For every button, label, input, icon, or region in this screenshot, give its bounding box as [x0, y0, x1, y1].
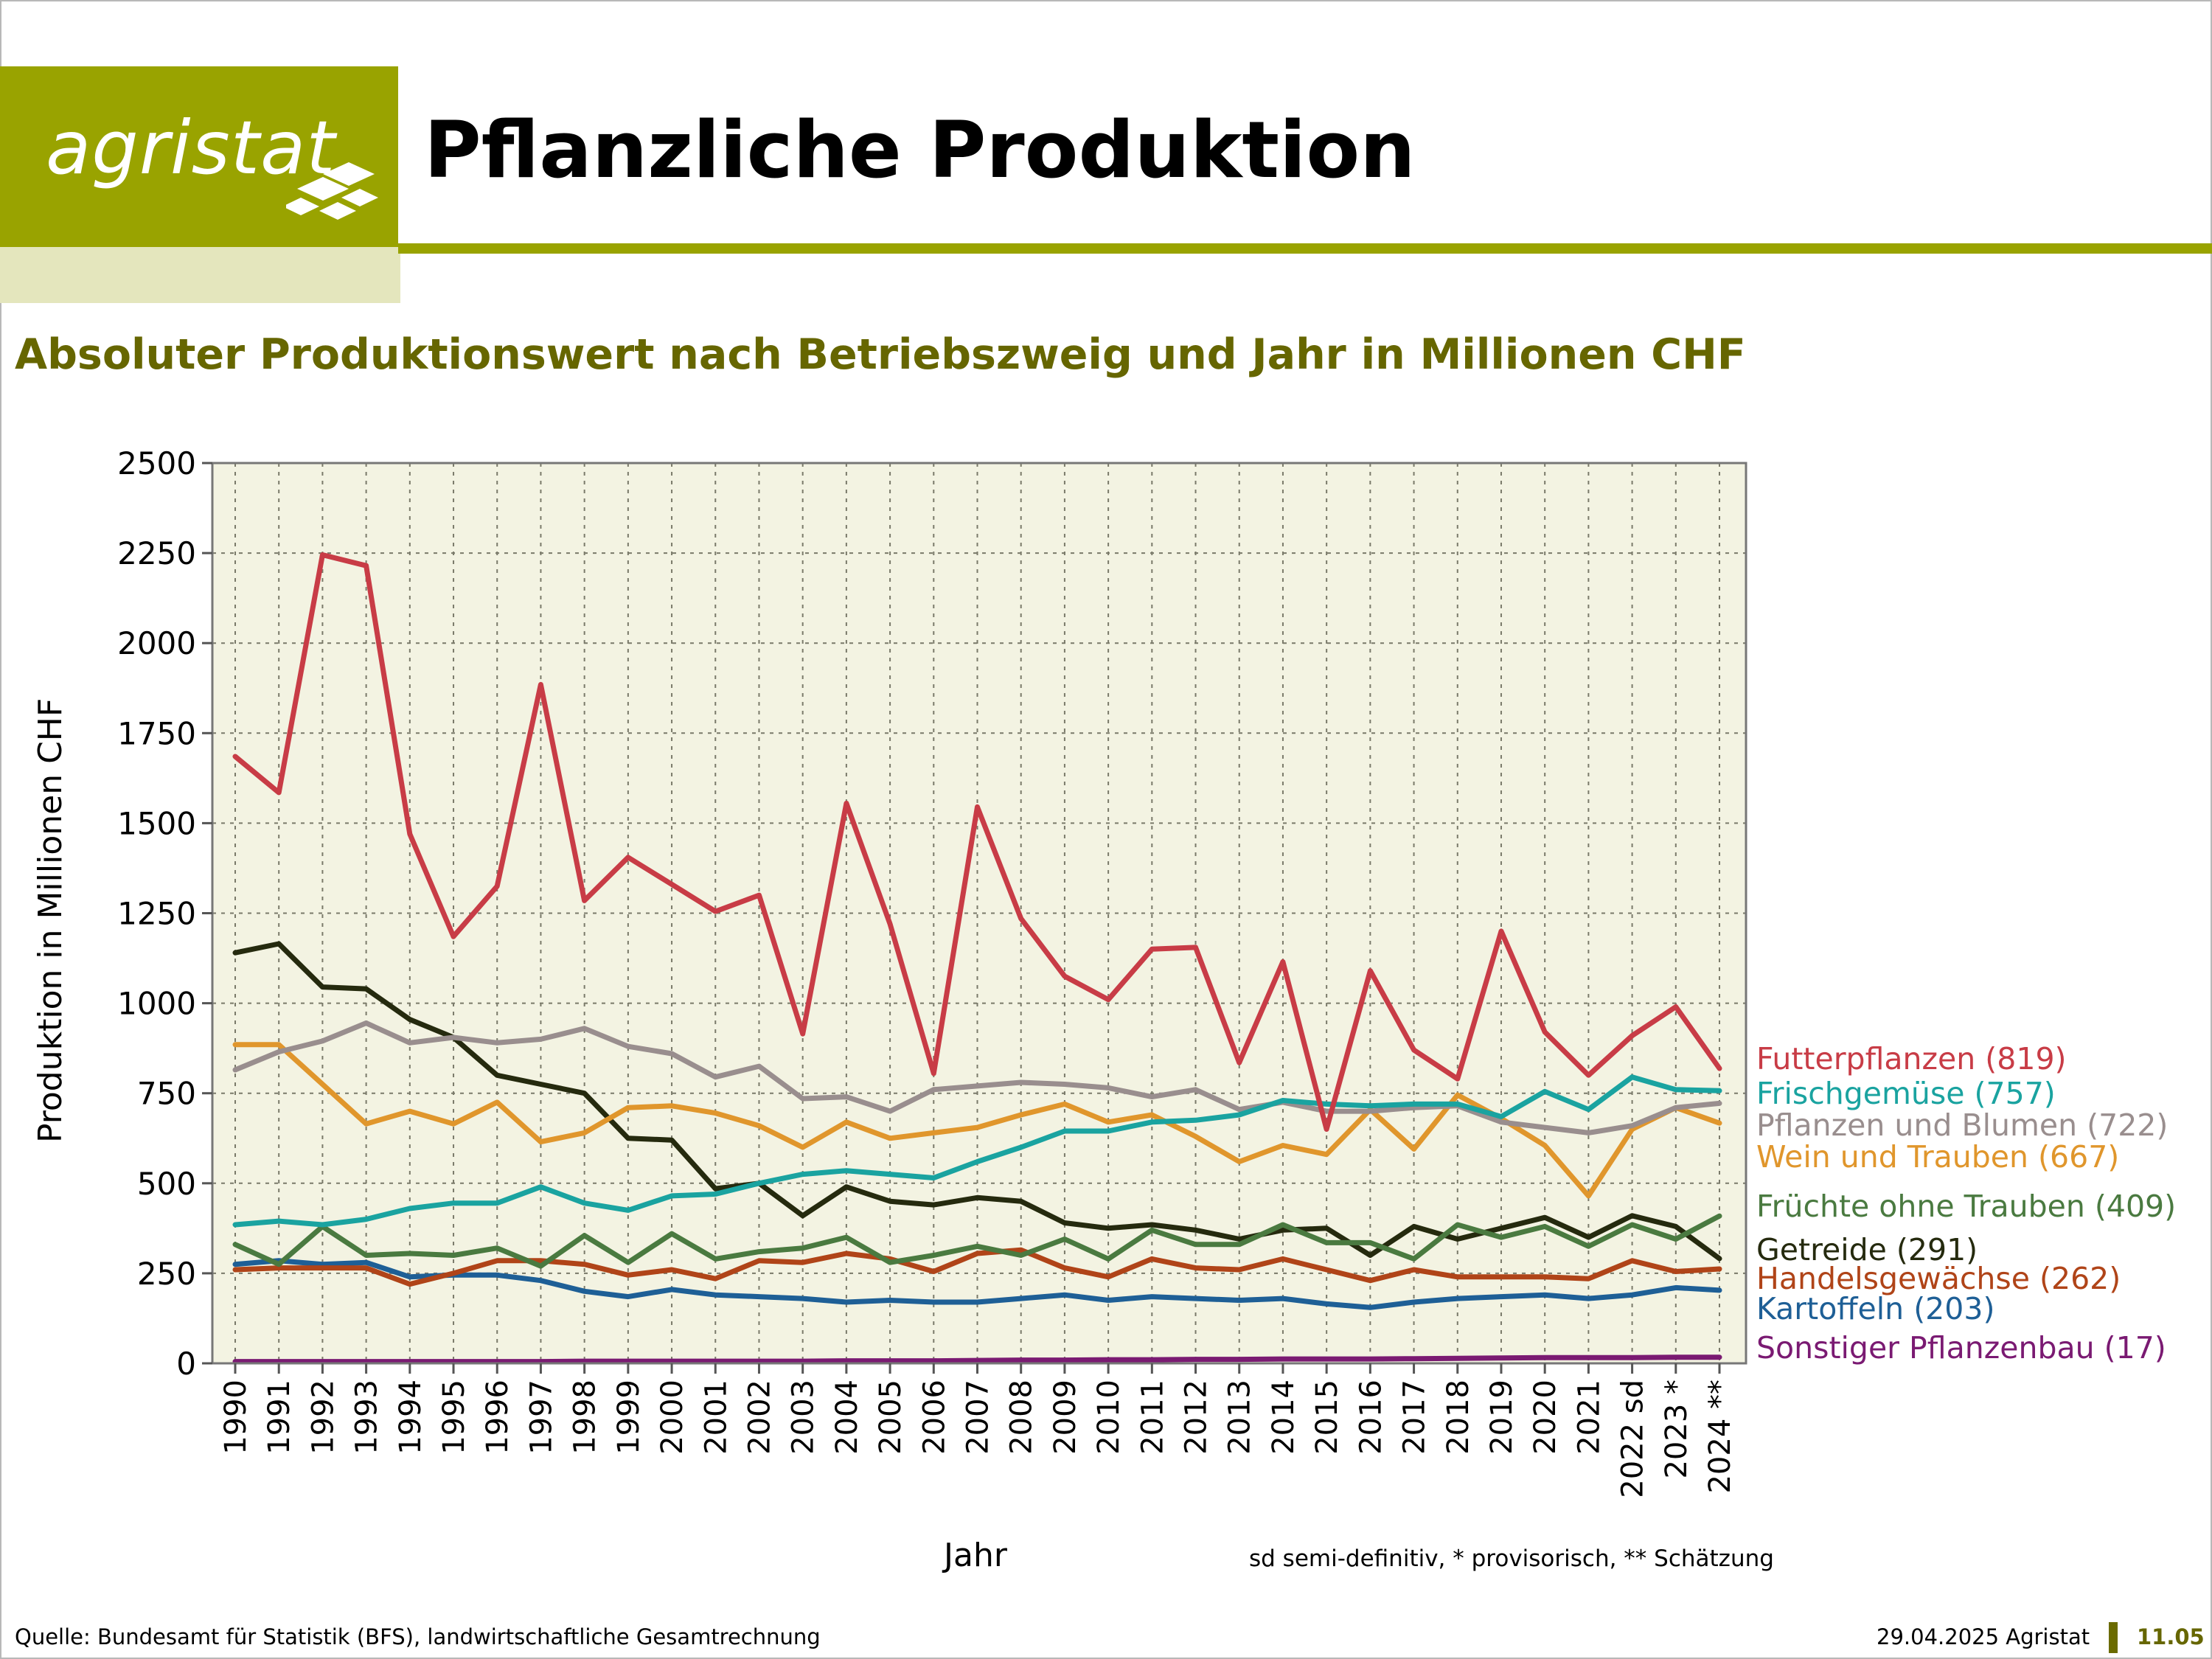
logo-underlay: [0, 247, 400, 303]
x-tick-label: 2003: [787, 1380, 821, 1455]
legend-entry: Handelsgewächse (262): [1756, 1261, 2121, 1296]
series-line: [232, 1074, 1722, 1228]
y-tick-label: 2250: [117, 535, 196, 571]
footer-date: 29.04.2025 Agristat: [1877, 1624, 2090, 1649]
x-tick-label: 1995: [437, 1380, 471, 1455]
legend-entry: Getreide (291): [1756, 1232, 1978, 1267]
header-rule: [398, 243, 2212, 254]
x-tick-label: 2002: [743, 1380, 777, 1455]
series-line: [232, 1020, 1722, 1135]
x-tick-label: 2021: [1572, 1380, 1606, 1455]
logo-box: [0, 66, 398, 247]
logo-text: agristat: [46, 105, 336, 191]
y-tick-label: 500: [137, 1166, 196, 1202]
y-axis-label: Produktion in Millionen CHF: [32, 698, 69, 1143]
x-tick-label: 1992: [306, 1380, 340, 1455]
x-tick-label: 2004: [830, 1380, 864, 1455]
x-tick-label: 2012: [1180, 1380, 1214, 1455]
y-tick-label: 1250: [117, 896, 196, 932]
legend-entry: Kartoffeln (203): [1756, 1291, 1994, 1326]
x-tick-label: 2007: [961, 1380, 995, 1455]
page-title: Pflanzliche Produktion: [424, 105, 1416, 195]
series-line: [232, 1258, 1722, 1310]
x-tick-label: 2024 **: [1703, 1380, 1737, 1494]
legend-entry: Sonstiger Pflanzenbau (17): [1756, 1330, 2166, 1366]
chart-subtitle: Absoluter Produktionswert nach Betriebsz…: [15, 330, 1746, 379]
x-tick-label: 1990: [219, 1380, 253, 1455]
series-line: [232, 941, 1722, 1262]
x-tick-label: 2020: [1528, 1380, 1562, 1455]
x-tick-label: 2011: [1135, 1380, 1169, 1455]
x-tick-label: 2000: [655, 1380, 689, 1455]
legend-entry: Frischgemüse (757): [1756, 1076, 2056, 1111]
x-axis-label: Jahr: [944, 1537, 1007, 1574]
y-tick-label: 1500: [117, 805, 196, 841]
x-tick-label: 1996: [481, 1380, 515, 1455]
x-tick-label: 2018: [1441, 1380, 1475, 1455]
x-tick-label: 1994: [394, 1380, 428, 1455]
x-tick-label: 2006: [917, 1380, 951, 1455]
legend-entry: Futterpflanzen (819): [1756, 1041, 2067, 1077]
y-tick-label: 2000: [117, 625, 196, 661]
y-tick-label: 2500: [117, 445, 196, 481]
x-tick-label: 2022 sd: [1616, 1380, 1650, 1498]
x-tick-label: 2016: [1354, 1380, 1388, 1455]
y-tick-label: 250: [137, 1256, 196, 1292]
logo-diamonds-icon: [286, 162, 378, 220]
plot-area: [212, 463, 1746, 1363]
y-tick-label: 1000: [117, 986, 196, 1022]
legend-entry: Früchte ohne Trauben (409): [1756, 1189, 2176, 1224]
x-tick-label: 2008: [1005, 1380, 1039, 1455]
legend-entry: Wein und Trauben (667): [1756, 1139, 2119, 1175]
x-tick-label: 1991: [262, 1380, 296, 1455]
x-tick-label: 2019: [1485, 1380, 1519, 1455]
y-tick-label: 750: [137, 1076, 196, 1112]
x-tick-label: 2023 *: [1660, 1380, 1694, 1479]
x-tick-label: 1997: [524, 1380, 558, 1455]
x-tick-label: 1998: [568, 1380, 602, 1455]
x-tick-label: 2001: [699, 1380, 733, 1455]
series-line: [232, 1042, 1722, 1199]
x-tick-label: 2014: [1267, 1380, 1301, 1455]
legend-entry: Pflanzen und Blumen (722): [1756, 1107, 2168, 1143]
source-note: Quelle: Bundesamt für Statistik (BFS), l…: [15, 1624, 821, 1649]
y-tick-label: 0: [176, 1346, 196, 1382]
page-number: 11.05: [2137, 1624, 2205, 1649]
x-tick-label: 2013: [1223, 1380, 1257, 1455]
series-line: [232, 1247, 1722, 1287]
series-line: [232, 1354, 1722, 1365]
series-line: [232, 552, 1722, 1132]
x-tick-label: 2015: [1310, 1380, 1344, 1455]
x-tick-label: 1993: [350, 1380, 384, 1455]
chart-footnote: sd semi-definitiv, * provisorisch, ** Sc…: [1249, 1545, 1774, 1572]
x-tick-label: 2009: [1048, 1380, 1082, 1455]
x-tick-label: 2017: [1398, 1380, 1432, 1455]
page-number-bar: [2109, 1622, 2118, 1653]
x-tick-label: 1999: [612, 1380, 646, 1455]
series-line: [232, 1213, 1722, 1269]
x-tick-label: 2010: [1092, 1380, 1126, 1455]
x-tick-label: 2005: [874, 1380, 908, 1455]
y-tick-label: 1750: [117, 715, 196, 751]
